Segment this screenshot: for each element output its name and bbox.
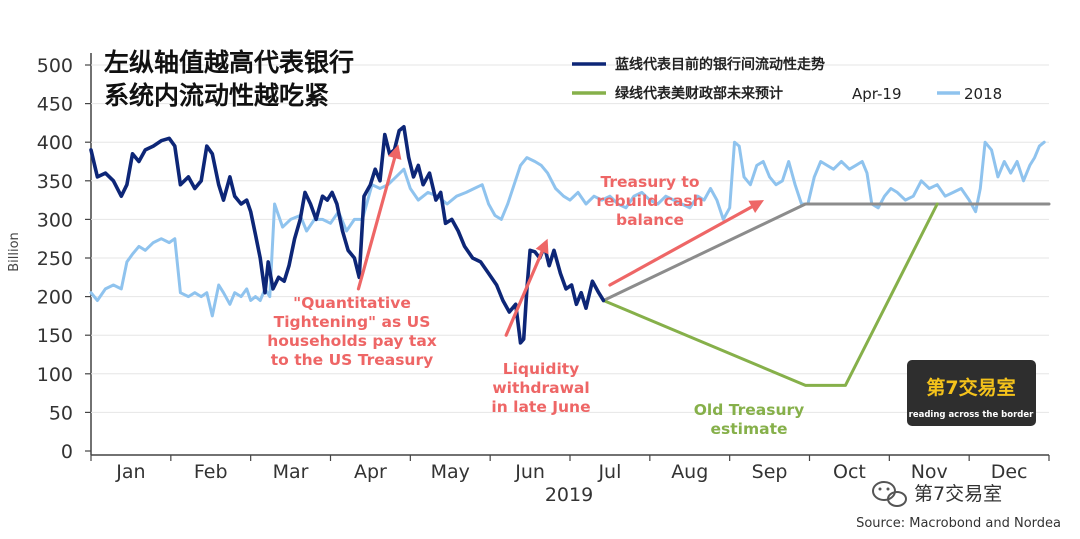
x-tick-label: Mar [273,461,309,483]
logo-watermark: 第7交易室 reading across the border [907,360,1036,426]
annotation-arrow-head [387,144,402,160]
annotation-text-line: rebuild cash [596,192,703,210]
annotation-text-line: in late June [491,398,590,416]
annotation-text-line: to the US Treasury [271,351,433,369]
y-tick-label: 300 [37,209,73,231]
y-tick-label: 200 [37,287,73,309]
y-tick-label: 250 [37,248,73,270]
logo-sub-text: reading across the border [909,410,1034,420]
logo-box [907,360,1036,426]
wechat-icon [872,481,907,507]
y-tick-label: 350 [37,171,73,193]
x-tick-label: Jun [514,461,545,483]
y-tick-label: 0 [61,441,73,463]
series-2018-line [89,140,1046,318]
y-tick-label: 500 [37,55,73,77]
annotation-text-line: households pay tax [267,332,437,350]
annotation-arrow-shaft [608,205,754,287]
y-tick-label: 150 [37,325,73,347]
annotation-text-line: Tightening" as US [274,313,431,331]
y-tick-label: 100 [37,364,73,386]
annotation-text-line: withdrawal [492,379,589,397]
y-tick-label: 400 [37,132,73,154]
x-axis-ticks: Jan Feb Mar Apr May Jun Jul Aug Sep Oct Nov Dec [90,455,1050,483]
legend: 蓝线代表目前的银行间流动性走势 绿线代表美财政部未来预计 Apr-19 2018 [572,56,1002,103]
wechat-account-name: 第7交易室 [914,483,1002,505]
annotation-text-line: estimate [711,420,788,438]
y-axis-ticks: 0 50 100 150 200 250 300 350 400 450 500 [37,55,91,463]
series-new-projection-line [602,202,1051,302]
chart-title-line-2: 系统内流动性越吃紧 [104,81,329,110]
x-tick-label: Sep [752,461,788,483]
y-tick-label: 450 [37,94,73,116]
wechat-watermark: 第7交易室 [872,481,1002,507]
annotation-text-line: Liquidity [503,360,580,378]
legend-label-apr19: Apr-19 [852,85,902,103]
series-old-treasury-estimate-line [602,202,939,387]
y-tick-label: 50 [49,402,73,424]
x-axis-year-label: 2019 [545,484,593,506]
y-axis-label: Billion [7,232,22,272]
legend-label-old-treasury-description: 绿线代表美财政部未来预计 [615,85,783,102]
source-note: Source: Macrobond and Nordea [856,516,1061,531]
annotation-text-line: Treasury to [601,173,700,191]
annotation-arrow-head [748,200,764,213]
x-tick-label: Dec [991,461,1028,483]
x-tick-label: Oct [833,461,866,483]
x-tick-label: Aug [671,461,708,483]
annotation-arrow-head [535,238,549,255]
x-tick-label: Feb [194,461,228,483]
annotation-text-line: "Quantitative [293,294,411,312]
x-tick-label: Nov [911,461,948,483]
x-tick-label: Jan [115,461,145,483]
annotation-arrow-shaft [356,156,397,291]
logo-main-text: 第7交易室 [926,376,1015,399]
x-tick-label: Jul [597,461,621,483]
annotation-text-line: Old Treasury [694,401,804,419]
x-tick-label: May [431,461,470,483]
series-layer [89,125,1051,387]
chart-title-line-1: 左纵轴值越高代表银行 [104,48,354,77]
annotation-text-line: balance [616,211,684,229]
legend-label-2018: 2018 [964,85,1002,103]
series-apr19-line [89,125,606,345]
annotation-arrow-shaft [504,249,544,337]
annotation-arrows [356,144,764,337]
legend-label-apr19-description: 蓝线代表目前的银行间流动性走势 [615,56,825,73]
x-tick-label: Apr [354,461,387,483]
